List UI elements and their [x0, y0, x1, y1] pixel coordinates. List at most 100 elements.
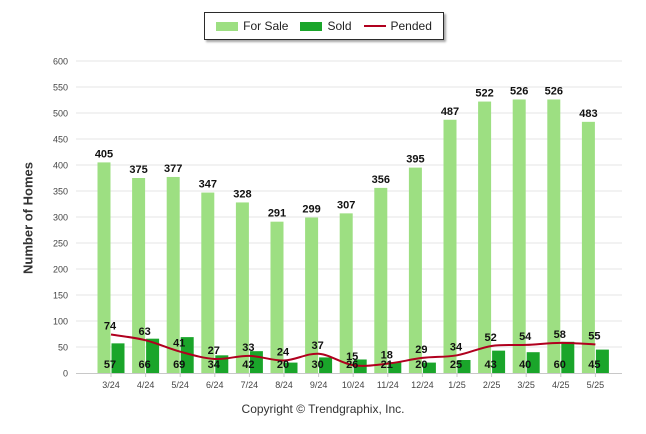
data-label-pended: 58: [554, 329, 566, 341]
x-tick-label: 9/24: [310, 380, 328, 390]
x-tick-label: 5/25: [587, 380, 605, 390]
bar-for-sale: [581, 121, 595, 373]
data-label-for-sale: 377: [164, 163, 182, 175]
x-tick-label: 2/25: [483, 380, 501, 390]
data-label-for-sale: 375: [129, 164, 147, 176]
x-tick-label: 5/24: [171, 380, 189, 390]
bar-for-sale: [408, 167, 422, 373]
data-label-pended: 37: [311, 340, 323, 352]
data-label-for-sale: 299: [302, 204, 320, 216]
x-tick-label: 12/24: [411, 380, 434, 390]
bar-for-sale: [270, 221, 284, 373]
y-tick-label: 350: [53, 187, 68, 197]
bar-for-sale: [547, 99, 561, 373]
y-tick-label: 300: [53, 213, 68, 223]
data-label-sold: 45: [588, 359, 600, 371]
bar-for-sale: [201, 192, 215, 373]
legend-item-for-sale[interactable]: For Sale: [216, 19, 288, 33]
x-tick-label: 4/25: [552, 380, 570, 390]
data-label-pended: 55: [588, 330, 600, 342]
y-tick-label: 450: [53, 135, 68, 145]
data-label-for-sale: 307: [337, 199, 355, 211]
legend-swatch-pended: [363, 25, 386, 27]
bar-sold: [284, 362, 298, 373]
bar-sold: [319, 357, 333, 373]
bar-sold: [595, 349, 609, 373]
x-tick-label: 11/24: [377, 380, 399, 390]
x-tick-label: 6/24: [206, 380, 224, 390]
pended-line: [110, 333, 596, 367]
legend-item-sold[interactable]: Sold: [300, 19, 352, 33]
y-axis-title: Number of Homes: [20, 162, 36, 274]
data-label-pended: 34: [450, 341, 463, 353]
bar-sold: [146, 338, 160, 373]
y-tick-label: 50: [58, 343, 68, 353]
bar-for-sale: [443, 119, 457, 373]
data-label-for-sale: 526: [510, 85, 528, 97]
data-label-for-sale: 347: [199, 179, 217, 191]
y-tick-label: 150: [53, 291, 68, 301]
bar-sold: [526, 352, 540, 373]
legend-label-pended: Pended: [390, 19, 432, 33]
data-label-pended: 52: [484, 332, 496, 344]
data-label-sold: 20: [415, 359, 427, 371]
data-label-pended: 63: [138, 326, 150, 338]
y-tick-label: 550: [53, 83, 68, 93]
data-label-pended: 18: [381, 350, 393, 362]
legend-swatch-sold: [300, 21, 323, 31]
data-label-pended: 33: [242, 342, 254, 354]
bar-sold: [111, 343, 125, 373]
data-label-sold: 66: [138, 359, 150, 371]
bar-for-sale: [512, 99, 526, 373]
bar-sold: [492, 350, 506, 373]
bar-for-sale: [132, 178, 146, 373]
x-tick-label: 10/24: [342, 380, 365, 390]
bars: [97, 99, 609, 373]
data-label-pended: 15: [346, 351, 358, 363]
bar-for-sale: [339, 213, 353, 373]
data-label-sold: 21: [381, 359, 393, 371]
bar-for-sale: [166, 176, 180, 373]
copyright-text: Copyright © Trendgraphix, Inc.: [241, 402, 405, 416]
data-label-sold: 42: [242, 359, 254, 371]
legend-label-for-sale: For Sale: [243, 19, 289, 33]
data-label-pended: 27: [208, 345, 220, 357]
data-label-for-sale: 487: [441, 106, 459, 118]
legend-item-pended[interactable]: Pended: [363, 19, 432, 33]
bar-for-sale: [97, 162, 111, 373]
y-tick-label: 200: [53, 265, 68, 275]
legend: For Sale Sold Pended: [204, 12, 444, 40]
data-label-pended: 54: [519, 331, 532, 343]
x-tick-label: 1/25: [448, 380, 466, 390]
data-label-sold: 40: [519, 359, 531, 371]
y-tick-label: 400: [53, 161, 68, 171]
data-label-sold: 25: [450, 359, 462, 371]
data-label-for-sale: 522: [475, 88, 493, 100]
data-label-sold: 30: [311, 359, 323, 371]
axes: 0 50 100 150 200 250 300 350 400 450 500 550 600 3/24…: [53, 57, 622, 390]
data-label-sold: 26: [346, 359, 358, 371]
bar-sold: [457, 360, 471, 373]
data-label-sold: 57: [104, 359, 116, 371]
data-label-sold: 69: [173, 359, 185, 371]
bar-sold: [422, 362, 436, 373]
data-label-sold: 43: [484, 359, 496, 371]
bar-for-sale: [235, 202, 249, 373]
y-tick-label: 0: [63, 369, 68, 379]
data-label-sold: 60: [554, 359, 566, 371]
x-tick-label: 8/24: [275, 380, 293, 390]
x-tick-label: 3/24: [102, 380, 120, 390]
bar-sold: [388, 362, 402, 373]
bar-for-sale: [478, 101, 492, 373]
data-label-pended: 74: [104, 321, 117, 333]
x-tick-label: 7/24: [241, 380, 259, 390]
legend-label-sold: Sold: [327, 19, 352, 33]
data-label-for-sale: 356: [372, 174, 390, 186]
bar-sold: [561, 341, 575, 373]
y-tick-label: 500: [53, 109, 68, 119]
data-label-pended: 29: [415, 344, 427, 356]
data-label-sold: 34: [208, 359, 221, 371]
y-tick-label: 100: [53, 317, 68, 327]
data-label-for-sale: 328: [233, 188, 251, 200]
